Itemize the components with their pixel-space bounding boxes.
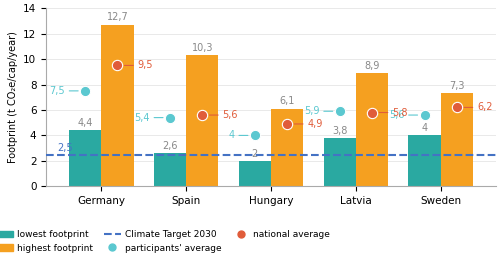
Point <box>251 133 259 138</box>
Point <box>283 122 291 126</box>
Text: 2,5: 2,5 <box>57 143 73 153</box>
Bar <box>69 130 102 186</box>
Text: 9,5: 9,5 <box>138 61 154 70</box>
Text: 5,4: 5,4 <box>134 113 150 122</box>
Point <box>368 110 376 115</box>
Text: 10,3: 10,3 <box>192 43 213 53</box>
Text: 12,7: 12,7 <box>106 12 128 22</box>
Y-axis label: Footprint (t CO₂e/cap/year): Footprint (t CO₂e/cap/year) <box>8 31 18 163</box>
Text: 5,6: 5,6 <box>222 110 238 120</box>
Point <box>114 63 122 68</box>
Bar <box>408 135 440 186</box>
Text: 4,4: 4,4 <box>78 118 93 128</box>
Bar <box>356 73 388 186</box>
Legend: lowest footprint, highest footprint, Climate Target 2030, participants' average,: lowest footprint, highest footprint, Cli… <box>0 230 330 253</box>
Text: 4: 4 <box>228 130 234 140</box>
Bar <box>186 55 218 186</box>
Point <box>81 89 89 93</box>
Text: 2: 2 <box>252 149 258 159</box>
Bar <box>324 138 356 186</box>
Text: 8,9: 8,9 <box>364 61 380 71</box>
Point <box>336 109 344 113</box>
Text: 6,1: 6,1 <box>280 96 295 106</box>
Text: 5,8: 5,8 <box>392 107 408 118</box>
Point <box>420 113 428 117</box>
Point <box>166 115 174 120</box>
Bar <box>271 109 303 186</box>
Bar <box>440 93 473 186</box>
Point <box>453 105 461 110</box>
Bar <box>239 161 271 186</box>
Text: 2,6: 2,6 <box>162 141 178 151</box>
Text: 7,3: 7,3 <box>449 81 464 91</box>
Text: 4,9: 4,9 <box>308 119 323 129</box>
Text: 5,9: 5,9 <box>304 106 320 116</box>
Text: 7,5: 7,5 <box>49 86 65 96</box>
Text: 6,2: 6,2 <box>477 102 492 112</box>
Bar <box>102 25 134 186</box>
Point <box>198 113 206 117</box>
Text: 4: 4 <box>422 123 428 133</box>
Bar <box>154 153 186 186</box>
Text: 5,6: 5,6 <box>388 110 404 120</box>
Text: 3,8: 3,8 <box>332 126 347 136</box>
